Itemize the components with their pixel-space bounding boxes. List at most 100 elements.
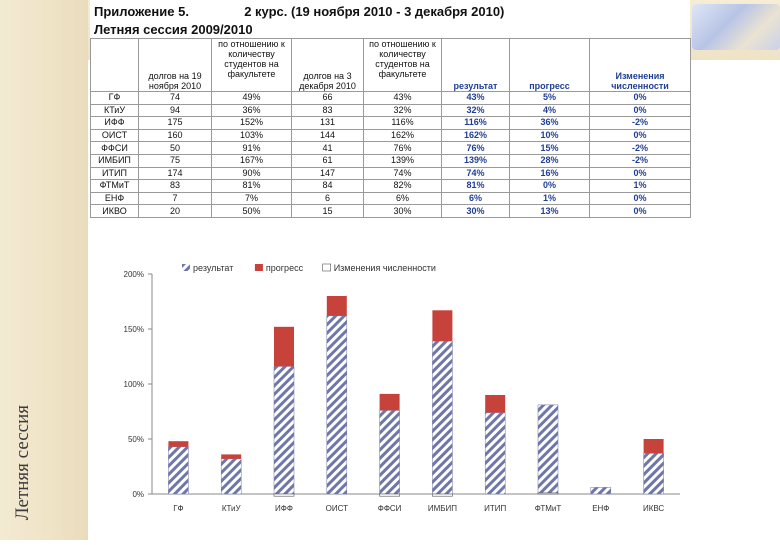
table-cell: 144	[291, 128, 364, 143]
table-cell: -2%	[589, 116, 691, 130]
bar-result	[643, 453, 664, 495]
table-cell: 6	[291, 191, 364, 206]
slide-side-title: Летняя сессия	[2, 0, 44, 540]
sheet-subtitle: Летняя сессия 2009/2010	[94, 22, 253, 37]
x-tick-label: КТиУ	[222, 504, 242, 513]
bar-change	[432, 493, 453, 497]
table-cell: 10%	[509, 128, 590, 143]
table-cell: 28%	[509, 153, 590, 168]
x-tick-label: ИФФ	[275, 504, 293, 513]
bar-progress	[168, 441, 189, 447]
legend-swatch	[182, 264, 190, 271]
table-cell: 43%	[441, 91, 510, 105]
bar-change	[273, 493, 295, 497]
table-cell: 6%	[363, 191, 442, 206]
table-cell: 4%	[509, 103, 590, 118]
bar-progress	[643, 439, 664, 454]
table-cell: 0%	[589, 166, 691, 181]
bar-result	[379, 410, 400, 495]
table-cell: 152%	[211, 116, 292, 130]
sheet-title-course: 2 курс. (19 ноября 2010 - 3 декабря 2010…	[244, 4, 505, 19]
table-cell: ЕНФ	[90, 191, 139, 206]
table-cell: 174	[138, 166, 212, 181]
bar-result	[168, 446, 189, 495]
table-cell: 0%	[589, 204, 691, 218]
table-cell: 76%	[363, 141, 442, 155]
bar-result	[590, 487, 612, 495]
table-cell: ИКВО	[90, 204, 139, 218]
table-cell: 36%	[509, 116, 590, 130]
table-cell: 1%	[509, 191, 590, 206]
bar-progress	[221, 454, 242, 459]
table-cell: ИФФ	[90, 116, 139, 130]
x-tick-label: ФФСИ	[378, 504, 402, 513]
y-tick-label: 100%	[124, 380, 144, 389]
table-cell: 94	[138, 103, 212, 118]
legend-label: результат	[193, 263, 233, 273]
table-cell: 7%	[211, 191, 292, 206]
table-header-row: долгов на 19 ноября 2010 по отношению к …	[90, 38, 691, 92]
bar-result	[432, 340, 453, 495]
stats-table: долгов на 19 ноября 2010 по отношению к …	[90, 38, 691, 218]
legend-label: Изменения численности	[334, 263, 436, 273]
spreadsheet-excerpt: Приложение 5. 2 курс. (19 ноября 2010 - …	[90, 0, 691, 250]
bar-progress	[326, 296, 347, 316]
bar-result	[537, 404, 559, 495]
bar-progress	[432, 310, 453, 342]
bar-result	[326, 315, 348, 495]
table-cell: 66	[291, 91, 364, 105]
table-row: ГФ 74 49% 66 43% 43% 5% 0%	[90, 91, 691, 105]
table-cell: 1%	[589, 179, 691, 193]
table-cell: -2%	[589, 141, 691, 155]
bar-result	[220, 458, 242, 495]
bar-progress	[274, 326, 294, 367]
table-row: ФТМиТ 83 81% 84 82% 81% 0% 1%	[90, 179, 691, 193]
col-header: Изменения численности	[589, 38, 691, 92]
bar-change	[537, 492, 559, 495]
table-cell: 139%	[441, 153, 510, 168]
col-header: долгов на 19 ноября 2010	[138, 38, 212, 92]
table-cell: 0%	[589, 128, 691, 143]
table-cell: КТиУ	[90, 103, 139, 118]
table-cell: 7	[138, 191, 212, 206]
stacked-bar-chart: результат прогресс Изменения численности 0…	[124, 263, 680, 513]
table-row: ФФСИ 50 91% 41 76% 76% 15% -2%	[90, 141, 691, 155]
table-row: ИТИП 174 90% 147 74% 74% 16% 0%	[90, 166, 691, 181]
table-cell: ИМБИП	[90, 153, 139, 168]
legend-swatch	[254, 264, 263, 271]
table-cell: 74%	[363, 166, 442, 181]
x-tick-label: ЕНФ	[592, 504, 609, 513]
left-decor-strip	[0, 0, 88, 540]
bar-result	[273, 366, 295, 495]
table-cell: 0%	[589, 91, 691, 105]
table-cell: 36%	[211, 103, 292, 118]
table-cell: 20	[138, 204, 212, 218]
table-cell: 0%	[589, 191, 691, 206]
table-cell: 83	[291, 103, 364, 118]
table-row: ЕНФ 7 7% 6 6% 6% 1% 0%	[90, 191, 691, 206]
table-row: ИКВО 20 50% 15 30% 30% 13% 0%	[90, 204, 691, 218]
table-cell: ИТИП	[90, 166, 139, 181]
x-tick-label: ИТИП	[484, 504, 506, 513]
table-cell: 13%	[509, 204, 590, 218]
col-header	[90, 38, 139, 92]
sheet-title: Приложение 5. 2 курс. (19 ноября 2010 - …	[94, 4, 504, 19]
table-cell: 175	[138, 116, 212, 130]
table-row: ИМБИП 75 167% 61 139% 139% 28% -2%	[90, 153, 691, 168]
table-cell: 103%	[211, 128, 292, 143]
table-cell: 81%	[441, 179, 510, 193]
table-cell: 116%	[441, 116, 510, 130]
table-cell: 5%	[509, 91, 590, 105]
x-tick-label: ФТМиТ	[535, 504, 562, 513]
col-header: результат	[441, 38, 510, 92]
bar-result	[484, 412, 506, 495]
table-cell: 0%	[509, 179, 590, 193]
table-cell: 0%	[589, 103, 691, 118]
bar-change	[379, 493, 400, 497]
table-cell: 15	[291, 204, 364, 218]
bar-progress	[485, 395, 506, 413]
table-cell: 74	[138, 91, 212, 105]
table-cell: 30%	[363, 204, 442, 218]
table-cell: 139%	[363, 153, 442, 168]
table-cell: 50	[138, 141, 212, 155]
